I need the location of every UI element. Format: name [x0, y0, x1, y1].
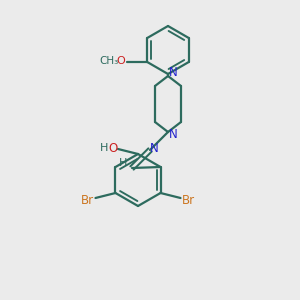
Text: N: N [169, 128, 177, 140]
Text: N: N [169, 67, 177, 80]
Text: Br: Br [182, 194, 195, 206]
Text: H: H [119, 158, 127, 168]
Text: N: N [150, 142, 158, 154]
Text: CH₃: CH₃ [100, 56, 119, 66]
Text: H: H [100, 143, 108, 153]
Text: O: O [108, 142, 118, 154]
Text: Br: Br [81, 194, 94, 206]
Text: O: O [117, 56, 126, 66]
